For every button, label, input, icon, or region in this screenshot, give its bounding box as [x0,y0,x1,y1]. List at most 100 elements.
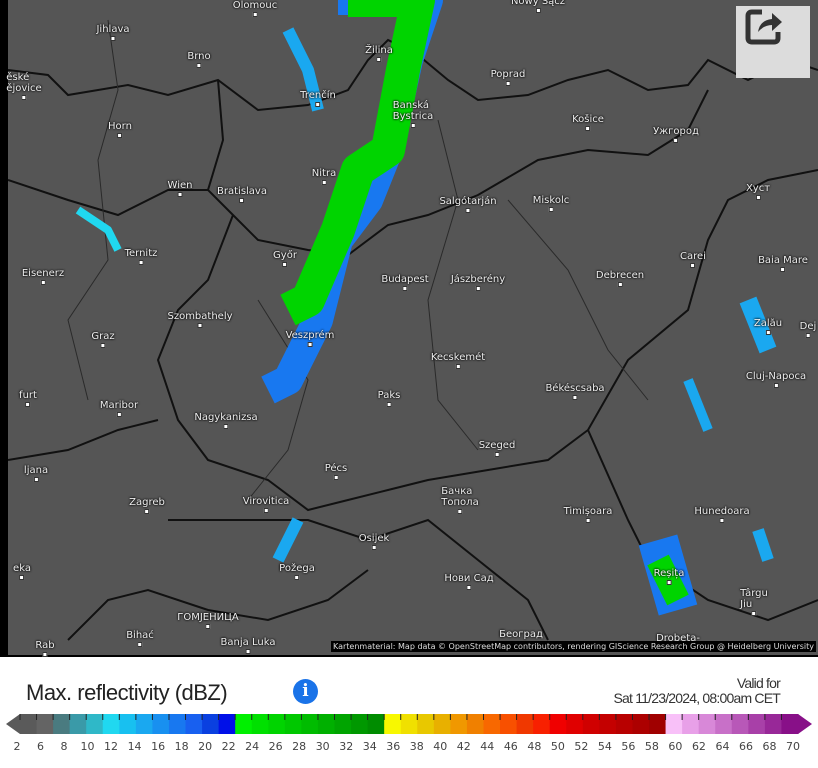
city-marker [371,545,377,550]
city-marker [333,475,339,480]
scale-swatch [119,714,137,734]
city-label: Salgótarján [439,196,497,213]
city-marker [315,102,321,107]
city-label: Bratislava [217,186,267,203]
city-marker [386,402,392,407]
city-label: Nagykanizsa [194,412,258,429]
city-marker [245,649,251,654]
legend-title: Max. reflectivity (dBZ) [26,680,228,705]
city-marker [755,195,761,200]
scale-swatch [466,714,484,734]
tick-label: 48 [527,740,542,753]
city-label: Бачка Топола [441,486,479,514]
city-marker [805,333,811,338]
tick-label: 56 [621,740,636,753]
scale-swatch [351,714,369,734]
city-marker [252,12,258,17]
tick-label: 6 [37,740,44,753]
city-marker [21,95,27,100]
city-label: Graz [91,331,115,348]
tick-label: 66 [738,740,753,753]
city-label: Žilina [365,45,393,62]
tick-label: 20 [198,740,213,753]
tick-label: 14 [127,740,142,753]
tick-label: 64 [715,740,730,753]
city-label: Târgu Jiu [740,588,768,616]
city-label: Baia Mare [758,255,808,272]
city-marker [376,57,382,62]
scale-swatch [36,714,54,734]
scale-swatch [417,714,435,734]
scale-swatch [168,714,187,734]
city-label: Trenčín [300,90,336,107]
tick-label: 34 [362,740,377,753]
scale-swatch [748,714,766,734]
city-label: Нови Сад [444,573,494,590]
city-marker [196,63,202,68]
tick-label: 30 [315,740,330,753]
city-label: Kecskemét [431,352,485,369]
tick-label: 54 [597,740,612,753]
city-label: Debrecen [596,270,644,287]
scale-swatch [450,714,468,734]
tick-label: 28 [292,740,307,753]
scale-swatch [632,714,650,734]
city-marker [294,575,300,580]
scale-swatch [715,714,733,734]
city-marker [205,624,211,629]
city-marker [110,36,116,41]
city-label: Békéscsaba [545,383,605,400]
tick-label: 12 [104,740,119,753]
city-marker [19,575,25,580]
scale-swatch [202,714,220,734]
tick-label: 32 [339,740,354,753]
scale-swatch [533,714,551,734]
scale-swatch [764,714,782,734]
city-marker [585,126,591,131]
city-label: Osijek [359,533,389,550]
tick-label: 40 [433,740,448,753]
scale-swatch [268,714,286,734]
city-label: Zagreb [129,497,165,514]
radar-map[interactable]: Olomouc Nowy Sącz Jihlava Brno ěské ějovice Ži… [0,0,818,657]
tick-label: 50 [550,740,565,753]
city-label: Wien [168,180,192,197]
scale-swatch [384,714,402,734]
city-label: Győr [273,250,297,267]
tick-label: 70 [786,740,800,753]
city-label: Timișoara [564,506,612,523]
scale-swatch [218,714,236,734]
city-label: Carei [680,251,706,268]
city-marker [144,509,150,514]
city-marker [475,286,481,291]
scale-swatch [781,714,799,734]
scale-swatch [731,714,749,734]
tick-label: 16 [151,740,166,753]
city-marker [751,611,757,616]
valid-label: Valid for [736,675,781,691]
tick-label: 46 [503,740,518,753]
scale-swatch [400,714,418,734]
city-marker [138,260,144,265]
tick-label: 38 [409,740,424,753]
city-label: Ternitz [125,248,157,265]
city-marker [263,508,269,513]
city-label: eka [13,563,31,580]
city-marker [282,262,288,267]
city-label: Budapest [381,274,429,291]
scale-swatch [251,714,269,734]
scale-swatch [367,714,385,734]
scale-swatch [86,714,104,734]
city-label: Jihlava [96,24,130,41]
scale-swatch [334,714,352,734]
share-button[interactable] [736,6,810,78]
scale-swatch [135,714,153,734]
city-marker [673,138,679,143]
scale-swatch [566,714,584,734]
city-label: Maribor [100,400,138,417]
city-marker [223,424,229,429]
city-marker [137,642,143,647]
scale-swatch [483,714,501,734]
city-marker [40,280,46,285]
info-icon[interactable]: i [293,679,318,704]
